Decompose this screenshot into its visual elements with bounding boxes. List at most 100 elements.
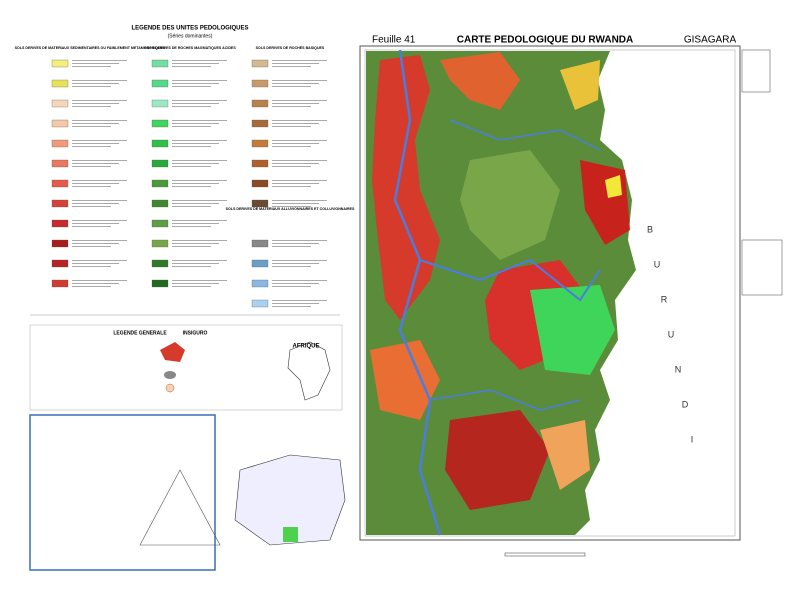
legend-text-line bbox=[72, 223, 119, 224]
legend-swatch bbox=[251, 159, 269, 168]
sheet-highlight bbox=[283, 527, 298, 542]
legend-text-line bbox=[172, 286, 211, 287]
legend-text-line bbox=[172, 123, 219, 124]
general-legend-box bbox=[29, 324, 343, 411]
legend-text-line bbox=[272, 143, 319, 144]
legend-swatch bbox=[251, 259, 269, 268]
legend-text-line bbox=[172, 63, 219, 64]
country-letter: D bbox=[682, 399, 689, 409]
legend-text-line bbox=[272, 260, 327, 261]
river bbox=[393, 49, 442, 536]
legend-text-line bbox=[72, 240, 127, 241]
legend-swatch bbox=[151, 59, 169, 68]
soil-zone bbox=[372, 55, 440, 320]
legend-swatch bbox=[251, 139, 269, 148]
legend-text-line bbox=[72, 200, 127, 201]
location-inset bbox=[741, 239, 783, 296]
legend-text-line bbox=[272, 83, 319, 84]
legend-text-line bbox=[272, 166, 311, 167]
soil-zone bbox=[560, 60, 600, 110]
legend-text-line bbox=[72, 120, 127, 121]
legend-text-line bbox=[72, 243, 119, 244]
river bbox=[429, 389, 581, 411]
country-letter: N bbox=[675, 364, 682, 374]
legend-text-line bbox=[272, 80, 327, 81]
legend-text-line bbox=[72, 163, 119, 164]
legend-text-line bbox=[72, 180, 127, 181]
legend-text-line bbox=[72, 146, 111, 147]
legend-text-line bbox=[172, 246, 211, 247]
legend-column-title: SOLS DERIVES DE ROCHES BASIQUES bbox=[256, 46, 325, 50]
scale-bar bbox=[504, 552, 586, 557]
legend-text-line bbox=[272, 246, 311, 247]
legend-swatch bbox=[151, 159, 169, 168]
legend-text-line bbox=[272, 263, 319, 264]
legend-swatch bbox=[251, 99, 269, 108]
legend-swatch bbox=[151, 119, 169, 128]
country-letter: B bbox=[647, 224, 653, 234]
legend-subtitle: (Séries dominantes) bbox=[168, 33, 213, 39]
aerial-photo-index bbox=[741, 49, 771, 93]
legend-text-line bbox=[272, 123, 319, 124]
legend-text-line bbox=[272, 303, 319, 304]
country-letter: U bbox=[668, 329, 675, 339]
legend-text-line bbox=[172, 140, 227, 141]
legend-text-line bbox=[72, 83, 119, 84]
legend-text-line bbox=[172, 66, 211, 67]
legend-swatch bbox=[251, 299, 269, 308]
country-label: B U R U N D I bbox=[647, 224, 693, 444]
legend-text-line bbox=[272, 266, 311, 267]
legend-text-line bbox=[72, 140, 127, 141]
legend-text-line bbox=[172, 240, 227, 241]
legend-text-line bbox=[272, 106, 311, 107]
legend-text-line bbox=[72, 166, 111, 167]
legend-text-line bbox=[272, 243, 319, 244]
legend-text-line bbox=[72, 226, 111, 227]
legend-swatch bbox=[151, 199, 169, 208]
legend-swatch bbox=[51, 219, 69, 228]
soil-zone bbox=[445, 410, 550, 510]
legend-text-line bbox=[72, 100, 127, 101]
soil-zone bbox=[605, 175, 622, 198]
legend-text-line bbox=[72, 283, 119, 284]
texture-triangle bbox=[139, 469, 221, 546]
legend-text-line bbox=[272, 200, 327, 201]
legend-text-line bbox=[272, 66, 311, 67]
legend-text-line bbox=[172, 60, 227, 61]
legend-text-line bbox=[172, 106, 211, 107]
legend-text-line bbox=[272, 163, 319, 164]
legend-swatch bbox=[51, 139, 69, 148]
soil-zone bbox=[540, 420, 590, 490]
legend-swatch bbox=[51, 259, 69, 268]
index-outline bbox=[234, 454, 346, 546]
general-legend-title: LEGENDE GENERALE bbox=[113, 330, 167, 336]
legend-swatch bbox=[51, 239, 69, 248]
soil-map bbox=[366, 49, 636, 536]
legend-swatch bbox=[251, 279, 269, 288]
legend-text-line bbox=[72, 103, 119, 104]
map-inner-frame bbox=[364, 49, 736, 537]
legend-text-line bbox=[72, 246, 111, 247]
legend-text-line bbox=[272, 103, 319, 104]
legend-column-title: SOLS DERIVES DE ROCHES MAGMATIQUES ACIDE… bbox=[144, 46, 236, 50]
legend-text-line bbox=[172, 103, 219, 104]
legend-text-line bbox=[172, 100, 227, 101]
legend-text-line bbox=[72, 206, 111, 207]
inset-label: AFRIQUE bbox=[293, 344, 320, 350]
legend-swatch bbox=[51, 99, 69, 108]
legend-text-line bbox=[172, 143, 219, 144]
legend-text-line bbox=[172, 280, 227, 281]
soil-zone bbox=[460, 150, 560, 260]
legend-symbol bbox=[164, 371, 176, 379]
legend-swatch bbox=[51, 159, 69, 168]
legend-text-line bbox=[272, 283, 319, 284]
index-map bbox=[234, 454, 346, 546]
legend-symbol bbox=[165, 383, 175, 393]
legend-section-title: SOLS DERIVES DE MATERIAUX ALLUVIONNAIRES… bbox=[226, 207, 355, 211]
legend-columns: SOLS DERIVES DE MATERIAUX SEDIMENTAIRES … bbox=[15, 46, 355, 308]
legend-text-line bbox=[172, 180, 227, 181]
legend-swatch bbox=[251, 59, 269, 68]
soil-zone bbox=[530, 285, 615, 375]
legend-text-line bbox=[72, 80, 127, 81]
